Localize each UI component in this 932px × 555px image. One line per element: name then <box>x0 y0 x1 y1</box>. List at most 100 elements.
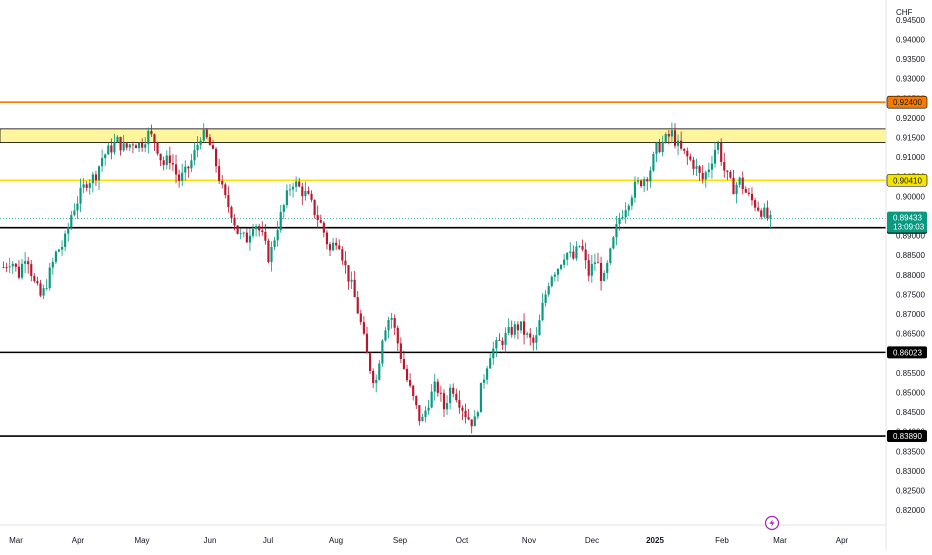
candle-body <box>421 416 424 422</box>
candle-body <box>646 179 649 182</box>
candle-body <box>624 210 627 218</box>
candle-body <box>544 294 547 303</box>
candle-body <box>572 251 575 259</box>
candle-body <box>190 160 193 169</box>
candle-body <box>184 166 187 173</box>
candle-body <box>661 141 664 153</box>
candle-body <box>741 177 744 190</box>
candle-body <box>763 207 766 217</box>
candle-body <box>476 412 479 417</box>
candle-body <box>547 286 550 295</box>
candle-body <box>5 267 8 268</box>
candle-body <box>134 145 138 149</box>
candle-body <box>325 232 329 245</box>
candle-body <box>174 164 178 175</box>
candle-body <box>612 237 615 249</box>
candle-body <box>73 210 76 216</box>
candle-body <box>452 387 455 394</box>
candle-body <box>344 260 347 266</box>
candle-body <box>729 171 732 178</box>
price-tick-label: 0.88500 <box>896 251 925 260</box>
candle-body <box>707 169 710 173</box>
candle-body <box>316 215 319 221</box>
price-tick-label: 0.91000 <box>896 153 925 162</box>
candle-body <box>590 263 593 276</box>
candle-body <box>726 170 729 172</box>
candle-body <box>159 153 162 161</box>
time-tick-label: Apr <box>72 536 85 545</box>
candle-body <box>402 358 406 369</box>
candle-body <box>205 129 208 138</box>
candle-body <box>104 154 107 159</box>
candle-body <box>350 279 353 282</box>
time-tick-label: Oct <box>456 536 469 545</box>
candle-body <box>418 405 421 422</box>
candle-body <box>507 327 510 334</box>
candle-body <box>673 130 677 146</box>
candle-body <box>24 261 27 264</box>
candle-body <box>449 387 452 404</box>
candle-body <box>301 186 304 197</box>
candle-body <box>282 205 285 212</box>
candle-body <box>341 249 344 261</box>
candle-body <box>119 136 122 151</box>
currency-label: CHF <box>896 8 913 17</box>
candle-body <box>670 130 673 137</box>
candle-body <box>378 363 381 380</box>
candle-body <box>199 140 202 145</box>
time-tick-label: Jun <box>204 536 217 545</box>
time-tick-label: Mar <box>773 536 787 545</box>
candle-body <box>144 144 147 148</box>
candle-body <box>273 240 276 247</box>
price-tick-label: 0.91500 <box>896 134 925 143</box>
price-level-label: 0.92400 <box>886 95 928 109</box>
candle-body <box>643 179 646 187</box>
price-tick-label: 0.87000 <box>896 310 925 319</box>
candle-body <box>479 382 483 413</box>
time-tick-label: Aug <box>329 536 343 545</box>
candle-body <box>313 199 316 216</box>
candle-body <box>137 143 141 149</box>
candle-body <box>202 129 205 141</box>
candle-body <box>575 246 578 259</box>
candle-body <box>11 263 14 267</box>
candle-body <box>738 177 741 185</box>
price-tick-label: 0.89000 <box>896 232 925 241</box>
candle-body <box>760 210 763 217</box>
candle-body <box>532 337 535 343</box>
candle-body <box>168 155 171 164</box>
candle-body <box>91 174 94 184</box>
candle-body <box>322 222 325 233</box>
candle-body <box>689 156 692 160</box>
candle-body <box>424 410 427 417</box>
candle-body <box>328 244 332 251</box>
candle-body <box>757 207 760 211</box>
candle-body <box>430 391 433 408</box>
candle-body <box>85 184 88 188</box>
candle-body <box>529 333 532 338</box>
candle-body <box>196 144 199 151</box>
candle-body <box>522 321 526 335</box>
candle-body <box>36 281 39 284</box>
candle-body <box>17 266 21 278</box>
time-axis[interactable]: Mar Apr May Jun Jul Aug Sep Oct Nov Dec 2025 Feb Mar… <box>9 536 848 545</box>
time-tick-label: 2025 <box>646 536 664 545</box>
candle-body <box>482 379 486 383</box>
candle-body <box>735 184 738 195</box>
price-tick-label: 0.94000 <box>896 35 925 44</box>
svg-text:0.86023: 0.86023 <box>893 348 922 357</box>
candle-body <box>276 230 279 241</box>
candle-body <box>750 193 754 201</box>
candle-body <box>381 340 384 364</box>
candle-body <box>279 211 282 231</box>
lightning-icon[interactable] <box>764 515 780 531</box>
candle-body <box>683 148 686 151</box>
candle-body <box>171 163 175 165</box>
candle-body <box>30 264 33 276</box>
candle-body <box>436 381 439 393</box>
candle-body <box>609 248 612 263</box>
last-price-value: 0.89433 <box>893 214 922 223</box>
candle-body <box>94 174 98 181</box>
